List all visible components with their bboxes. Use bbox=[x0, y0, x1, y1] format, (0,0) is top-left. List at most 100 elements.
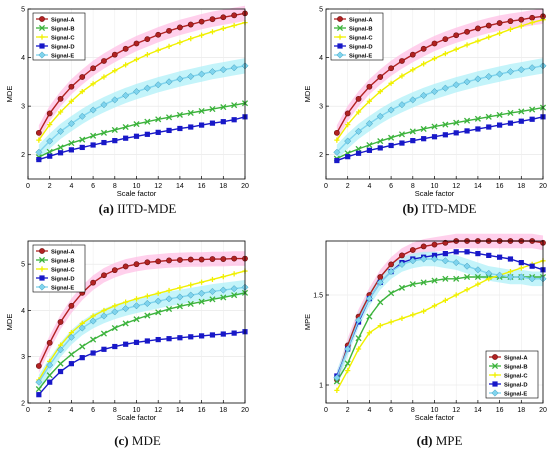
plot-b-point-signal-e bbox=[354, 127, 363, 135]
plot-c-point-signal-b bbox=[220, 294, 227, 301]
plot-d-legend-label-signal-a: Signal-A bbox=[504, 355, 528, 361]
plot-c-point-signal-d bbox=[199, 333, 205, 339]
plot-c-legend-marker-signal-b bbox=[38, 256, 46, 264]
plot-b-point-signal-e bbox=[528, 64, 536, 72]
plot-a-ylabel: MDE bbox=[5, 86, 14, 103]
plot-c-legend-marker-signal-d bbox=[39, 275, 45, 281]
plot-a-xtick-label: 2 bbox=[48, 183, 52, 190]
plot-b-point-signal-d bbox=[453, 130, 459, 136]
plot-b-point-signal-b bbox=[463, 117, 471, 124]
plot-d-point-signal-b bbox=[388, 290, 395, 297]
caption-c: (c) MDE bbox=[0, 433, 275, 449]
plot-b-point-signal-d bbox=[410, 138, 416, 144]
plot-b-point-signal-d bbox=[475, 126, 481, 132]
plot-d-point-signal-c bbox=[507, 269, 514, 275]
plot-a-point-signal-d bbox=[199, 122, 205, 128]
plot-c-point-signal-e bbox=[230, 285, 238, 293]
plot-b-xlabel: Scale factor bbox=[415, 189, 455, 198]
plot-a-point-signal-c bbox=[199, 32, 205, 38]
plot-a-point-signal-d bbox=[231, 117, 237, 123]
plot-b-point-signal-d bbox=[497, 122, 503, 128]
plot-a-point-signal-e bbox=[78, 112, 86, 120]
plot-a-xtick-label: 8 bbox=[113, 183, 117, 190]
plot-d-point-signal-c bbox=[388, 319, 394, 325]
plot-b-ytick-label: 4 bbox=[319, 55, 323, 62]
plot-b-point-signal-e bbox=[398, 101, 406, 109]
plot-c-point-signal-d bbox=[209, 332, 216, 338]
plot-a-point-signal-e bbox=[56, 127, 65, 135]
plot-d-point-signal-b bbox=[409, 281, 416, 288]
plot-d-point-signal-c bbox=[431, 303, 438, 309]
plot-a-point-signal-a bbox=[90, 65, 96, 72]
plot-d-point-signal-d bbox=[453, 249, 459, 255]
plot-c-xtick-label: 18 bbox=[219, 407, 227, 414]
plot-c-point-signal-c bbox=[188, 282, 194, 288]
plot-b-xtick-label: 18 bbox=[517, 183, 525, 190]
plot-d-legend-marker-signal-b bbox=[491, 362, 499, 370]
plot-a-point-signal-d bbox=[112, 138, 118, 144]
plot-b-legend-marker-signal-e bbox=[336, 51, 344, 59]
plot-a-point-signal-d bbox=[36, 156, 42, 163]
plot-c-point-signal-e bbox=[187, 291, 195, 299]
plot-a-point-signal-e bbox=[187, 72, 195, 81]
plot-c-point-signal-a bbox=[198, 256, 205, 263]
plot-d-point-signal-c bbox=[475, 281, 481, 287]
plot-d-legend-marker-signal-d bbox=[492, 381, 498, 387]
plot-a-legend-marker-signal-b bbox=[38, 24, 46, 32]
plot-d-point-signal-c bbox=[421, 308, 427, 314]
plot-c-point-signal-b bbox=[144, 312, 151, 319]
plot-a-point-signal-b bbox=[220, 104, 227, 111]
plot-c-xtick-label: 4 bbox=[69, 407, 73, 414]
plot-a-xtick-label: 10 bbox=[133, 183, 141, 190]
plot-d-point-signal-b bbox=[463, 273, 471, 281]
plot-a-legend-marker-signal-d bbox=[39, 43, 45, 49]
plot-b-point-signal-a bbox=[409, 51, 416, 58]
plot-b-point-signal-a bbox=[507, 18, 514, 25]
plot-d-point-signal-d bbox=[486, 252, 492, 258]
plot-c-point-signal-b bbox=[133, 316, 140, 323]
plot-b-point-signal-c bbox=[475, 38, 481, 44]
plot-c-point-signal-d bbox=[79, 355, 85, 361]
plot-c-point-signal-c bbox=[209, 276, 216, 283]
plot-c-point-signal-d bbox=[188, 334, 194, 340]
plot-a-point-signal-a bbox=[176, 24, 183, 31]
plot-b-point-signal-b bbox=[355, 145, 362, 152]
plot-b-point-signal-a bbox=[377, 74, 384, 80]
plot-b-point-signal-a bbox=[388, 65, 394, 72]
plot-c-legend: Signal-A Signal-B Signal-C Signal-D Signal-E bbox=[32, 244, 86, 293]
plot-b: 0 2 4 6 8 10 12 14 16 18 20 2 3 4 5 Scale factor MDE Sign… bbox=[303, 7, 547, 199]
plot-a-point-signal-a bbox=[101, 58, 107, 64]
plot-b-xtick-label: 2 bbox=[346, 183, 350, 190]
plot-d-point-signal-e bbox=[474, 266, 482, 274]
plot-a-point-signal-d bbox=[123, 135, 129, 141]
plot-d-point-signal-e bbox=[517, 273, 525, 281]
plot-d-ytick-label: 1.5 bbox=[313, 293, 323, 300]
plot-a-point-signal-c bbox=[101, 74, 107, 80]
plot-a-ytick-label: 2 bbox=[21, 152, 25, 159]
plot-a-point-signal-a bbox=[220, 14, 227, 21]
plot-d-point-signal-e bbox=[430, 255, 439, 263]
plot-c-point-signal-d bbox=[133, 339, 140, 345]
plot-c-point-signal-c bbox=[177, 285, 183, 291]
plot-a-xtick-label: 14 bbox=[176, 183, 184, 190]
plot-a-point-signal-c bbox=[36, 137, 42, 143]
plot-b-legend-marker-signal-c bbox=[337, 34, 343, 40]
plot-a-point-signal-e bbox=[176, 75, 184, 83]
plot-d-point-signal-a bbox=[388, 261, 394, 268]
plot-c-point-signal-b bbox=[100, 330, 108, 337]
plot-c-point-signal-d bbox=[177, 335, 183, 341]
plot-a-point-signal-b bbox=[198, 107, 205, 115]
plot-a-point-signal-d bbox=[188, 124, 194, 130]
plot-c-point-signal-a bbox=[166, 257, 172, 264]
plot-c-point-signal-a bbox=[220, 256, 227, 262]
plot-b-point-signal-c bbox=[497, 30, 503, 36]
plot-c-point-signal-c bbox=[220, 274, 226, 280]
plot-b-point-signal-c bbox=[486, 34, 492, 40]
plot-d-ytick-label: 1 bbox=[319, 383, 323, 390]
plot-b-point-signal-d bbox=[399, 140, 405, 146]
plot-d-legend: Signal-A Signal-B Signal-C Signal-D Signal-E bbox=[485, 350, 539, 399]
plot-c-legend-marker-signal-e bbox=[38, 283, 46, 291]
